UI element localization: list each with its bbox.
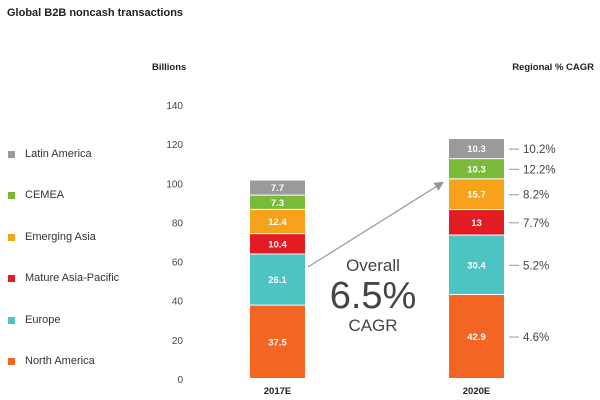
regional-cagr-label: 5.2% bbox=[523, 260, 549, 272]
data-label: 15.7 bbox=[467, 190, 486, 201]
y-tick-label: 0 bbox=[177, 375, 183, 386]
data-label: 10.3 bbox=[467, 164, 486, 175]
data-label: 26.1 bbox=[268, 275, 287, 286]
bar-segment bbox=[449, 235, 504, 295]
y-tick-label: 40 bbox=[172, 297, 184, 308]
overall-cagr-annotation: Overall 6.5% CAGR bbox=[318, 256, 428, 336]
y-tick-label: 100 bbox=[166, 179, 183, 190]
y-tick-label: 60 bbox=[172, 258, 184, 269]
regional-cagr-label: 12.2% bbox=[523, 164, 556, 176]
bar-segment bbox=[449, 139, 504, 159]
overall-cagr-label: CAGR bbox=[348, 316, 398, 335]
data-label: 7.7 bbox=[271, 183, 284, 194]
legend-item-emerging-asia: Emerging Asia bbox=[8, 230, 96, 244]
bar-segment bbox=[250, 180, 305, 195]
regional-cagr-label: 4.6% bbox=[523, 332, 549, 344]
legend-swatch bbox=[8, 191, 15, 199]
legend-label: CEMEA bbox=[25, 189, 65, 201]
legend-label: Europe bbox=[25, 314, 61, 326]
y-tick-label: 20 bbox=[172, 336, 184, 347]
bar-segment bbox=[250, 195, 305, 209]
legend-swatch bbox=[8, 150, 15, 158]
legend-item-latin-america: Latin America bbox=[8, 147, 92, 161]
bar-segment bbox=[250, 234, 305, 254]
data-label: 42.9 bbox=[467, 332, 486, 343]
legend-label: North America bbox=[25, 355, 95, 367]
legend-item-cemea: CEMEA bbox=[8, 188, 64, 202]
bar-segment bbox=[449, 210, 504, 235]
legend-swatch bbox=[8, 316, 15, 324]
data-label: 30.4 bbox=[467, 260, 486, 271]
bar-segment bbox=[449, 295, 504, 378]
regional-cagr-label: 8.2% bbox=[523, 190, 549, 202]
y-tick-label: 80 bbox=[172, 218, 184, 229]
legend-swatch bbox=[8, 274, 15, 282]
bar-segment bbox=[250, 254, 305, 305]
data-label: 13 bbox=[471, 218, 482, 229]
regional-cagr-label: 7.7% bbox=[523, 218, 549, 230]
bar-segment bbox=[250, 209, 305, 234]
cagr-column-header: Regional % CAGR bbox=[512, 62, 594, 73]
data-label: 10.3 bbox=[467, 144, 486, 155]
legend-item-europe: Europe bbox=[8, 313, 60, 327]
legend-label: Latin America bbox=[25, 148, 92, 160]
data-label: 37.5 bbox=[268, 337, 287, 348]
data-label: 10.4 bbox=[268, 239, 287, 250]
overall-label: Overall bbox=[346, 256, 400, 275]
y-axis-label: Billions bbox=[152, 62, 187, 73]
overall-cagr-value: 6.5% bbox=[329, 275, 417, 317]
legend-item-north-america: North America bbox=[8, 354, 95, 368]
legend-label: Mature Asia-Pacific bbox=[25, 272, 120, 284]
x-tick-label: 2020E bbox=[463, 386, 490, 397]
x-tick-label: 2017E bbox=[264, 386, 291, 397]
legend-swatch bbox=[8, 233, 15, 241]
growth-arrow bbox=[307, 181, 445, 268]
data-label: 12.4 bbox=[268, 217, 287, 228]
y-tick-label: 140 bbox=[166, 101, 183, 112]
legend-swatch bbox=[8, 357, 15, 365]
bar-segment bbox=[449, 159, 504, 179]
legend-item-mature-asia-pacific: Mature Asia-Pacific bbox=[8, 271, 119, 285]
bar-segment bbox=[250, 305, 305, 378]
data-label: 7.3 bbox=[271, 198, 284, 209]
regional-cagr-label: 10.2% bbox=[523, 144, 556, 156]
legend-label: Emerging Asia bbox=[25, 231, 96, 243]
bar-segment bbox=[449, 179, 504, 210]
y-tick-label: 120 bbox=[166, 140, 183, 151]
chart-title: Global B2B noncash transactions bbox=[7, 7, 184, 19]
